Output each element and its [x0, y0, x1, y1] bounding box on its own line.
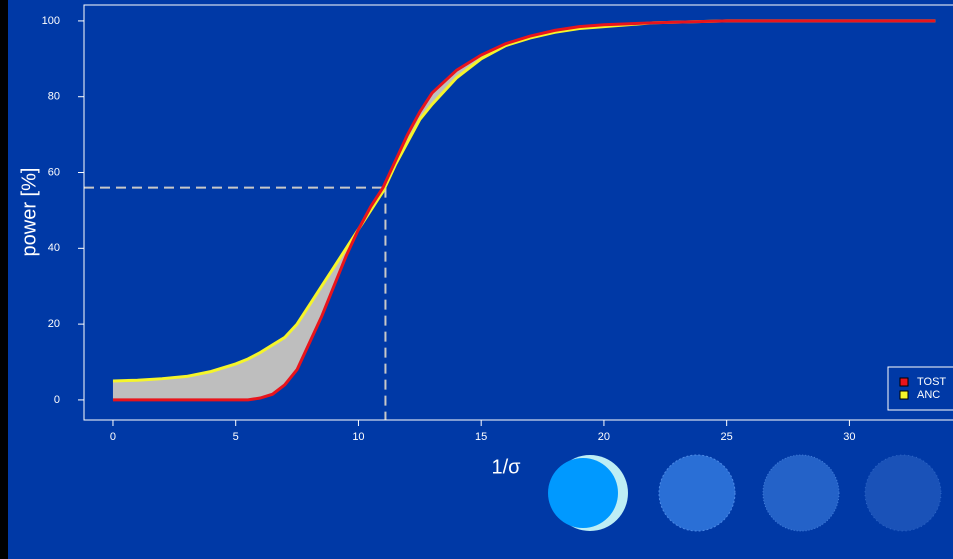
x-tick-label: 15 — [475, 431, 487, 443]
y-axis-label: power [%] — [18, 168, 40, 257]
x-axis-label: 1/σ — [491, 456, 521, 478]
x-tick-label: 20 — [598, 431, 610, 443]
y-tick-label: 100 — [42, 15, 60, 27]
x-tick-label: 0 — [110, 431, 116, 443]
chart: 1/σ power [%] 0 5 10 15 20 25 30 0 20 40 60 80 100 TO… — [0, 0, 953, 559]
legend-swatch — [900, 391, 908, 399]
y-tick-label: 80 — [48, 91, 60, 103]
thumbnail[interactable] — [865, 455, 941, 531]
difference-area — [113, 21, 935, 400]
thumbnail[interactable] — [548, 455, 628, 531]
x-tick-label: 25 — [721, 431, 733, 443]
y-tick-label: 40 — [48, 242, 60, 254]
left-strip — [0, 0, 8, 559]
thumbnail[interactable] — [763, 455, 839, 531]
series-line — [113, 21, 935, 381]
plot-frame — [84, 5, 953, 420]
page: {"chart_data": {"type": "line", "x_label… — [0, 0, 953, 559]
legend-label: ANC — [917, 389, 940, 401]
thumbnail-circle — [548, 458, 618, 528]
y-tick-label: 20 — [48, 318, 60, 330]
series-line — [113, 21, 935, 400]
thumbnail[interactable] — [659, 455, 735, 531]
x-tick-label: 5 — [233, 431, 239, 443]
x-tick-label: 30 — [843, 431, 855, 443]
legend-swatch — [900, 378, 908, 386]
thumbnails — [548, 455, 941, 531]
x-tick-label: 10 — [352, 431, 364, 443]
y-tick-label: 0 — [54, 394, 60, 406]
y-tick-label: 60 — [48, 166, 60, 178]
legend-label: TOST — [917, 376, 946, 388]
